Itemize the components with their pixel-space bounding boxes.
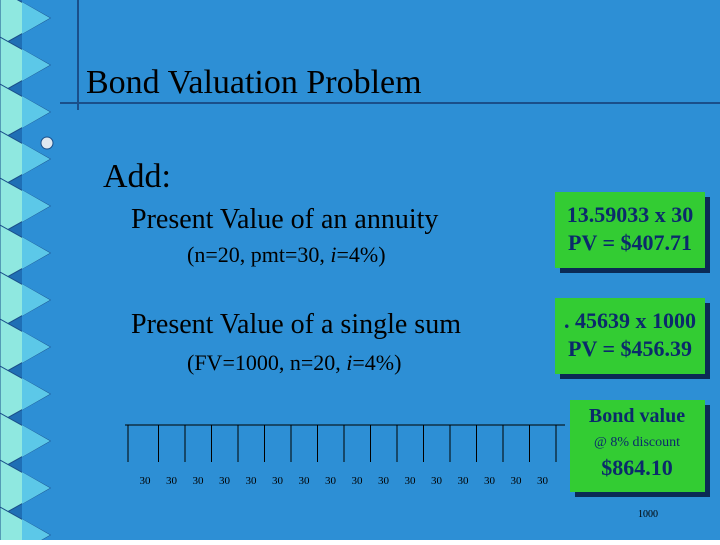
- bullet-dot: [40, 136, 54, 150]
- params-italic: i: [346, 350, 352, 375]
- content: Present Value of an annuity (n=20, pmt=30…: [125, 192, 710, 520]
- slide-title: Bond Valuation Problem: [86, 64, 422, 101]
- payment-label: 30: [405, 475, 417, 487]
- triangle-shade: [22, 472, 50, 504]
- box: [570, 400, 705, 492]
- box-line: PV = $456.39: [568, 336, 692, 361]
- result-value: $864.10: [601, 455, 673, 480]
- payment-label: 30: [140, 475, 152, 487]
- triangle-shade: [22, 49, 50, 81]
- final-label: 1000: [638, 509, 658, 520]
- triangle-shade: [22, 425, 50, 457]
- item-label: Present Value of a single sum: [131, 309, 461, 340]
- triangle-shade: [22, 378, 50, 410]
- payment-label: 30: [431, 475, 443, 487]
- payment-label: 30: [299, 475, 311, 487]
- result-subtitle: @ 8% discount: [594, 435, 680, 450]
- heading: Add:: [103, 158, 171, 195]
- payment-label: 30: [537, 475, 549, 487]
- params-text: (n=20, pmt=30,: [187, 242, 330, 267]
- payment-label: 30: [352, 475, 364, 487]
- box: [555, 298, 705, 374]
- result-title: Bond value: [589, 405, 685, 427]
- box-line: . 45639 x 1000: [564, 308, 696, 333]
- payment-label: 30: [325, 475, 337, 487]
- box-line: 13.59033 x 30: [567, 202, 694, 227]
- box: [555, 192, 705, 268]
- payment-label: 30: [378, 475, 390, 487]
- triangle-shade: [22, 2, 50, 34]
- triangle-shade: [22, 284, 50, 316]
- triangle-shade: [22, 190, 50, 222]
- params-text: =4%): [337, 242, 386, 267]
- box-line: PV = $407.71: [568, 230, 692, 255]
- item-params: (n=20, pmt=30, i=4%): [187, 242, 386, 267]
- params-text: =4%): [352, 350, 401, 375]
- payment-label: 30: [246, 475, 258, 487]
- payment-label: 30: [458, 475, 470, 487]
- triangle-shade: [22, 96, 50, 128]
- triangle-shade: [22, 519, 50, 545]
- payment-label: 30: [511, 475, 523, 487]
- triangle-shade: [22, 143, 50, 175]
- payment-label: 30: [219, 475, 231, 487]
- payment-label: 30: [484, 475, 496, 487]
- params-italic: i: [330, 242, 336, 267]
- params-text: (FV=1000, n=20,: [187, 350, 346, 375]
- payment-label: 30: [193, 475, 205, 487]
- triangle-shade: [22, 331, 50, 363]
- payment-label: 30: [272, 475, 284, 487]
- left-decoration: [0, 0, 52, 545]
- item-label: Present Value of an annuity: [131, 204, 438, 235]
- triangle-shade: [22, 237, 50, 269]
- payment-label: 30: [166, 475, 178, 487]
- item-params: (FV=1000, n=20, i=4%): [187, 350, 401, 375]
